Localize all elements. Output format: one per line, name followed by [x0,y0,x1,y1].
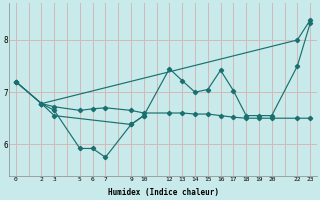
X-axis label: Humidex (Indice chaleur): Humidex (Indice chaleur) [108,188,219,197]
